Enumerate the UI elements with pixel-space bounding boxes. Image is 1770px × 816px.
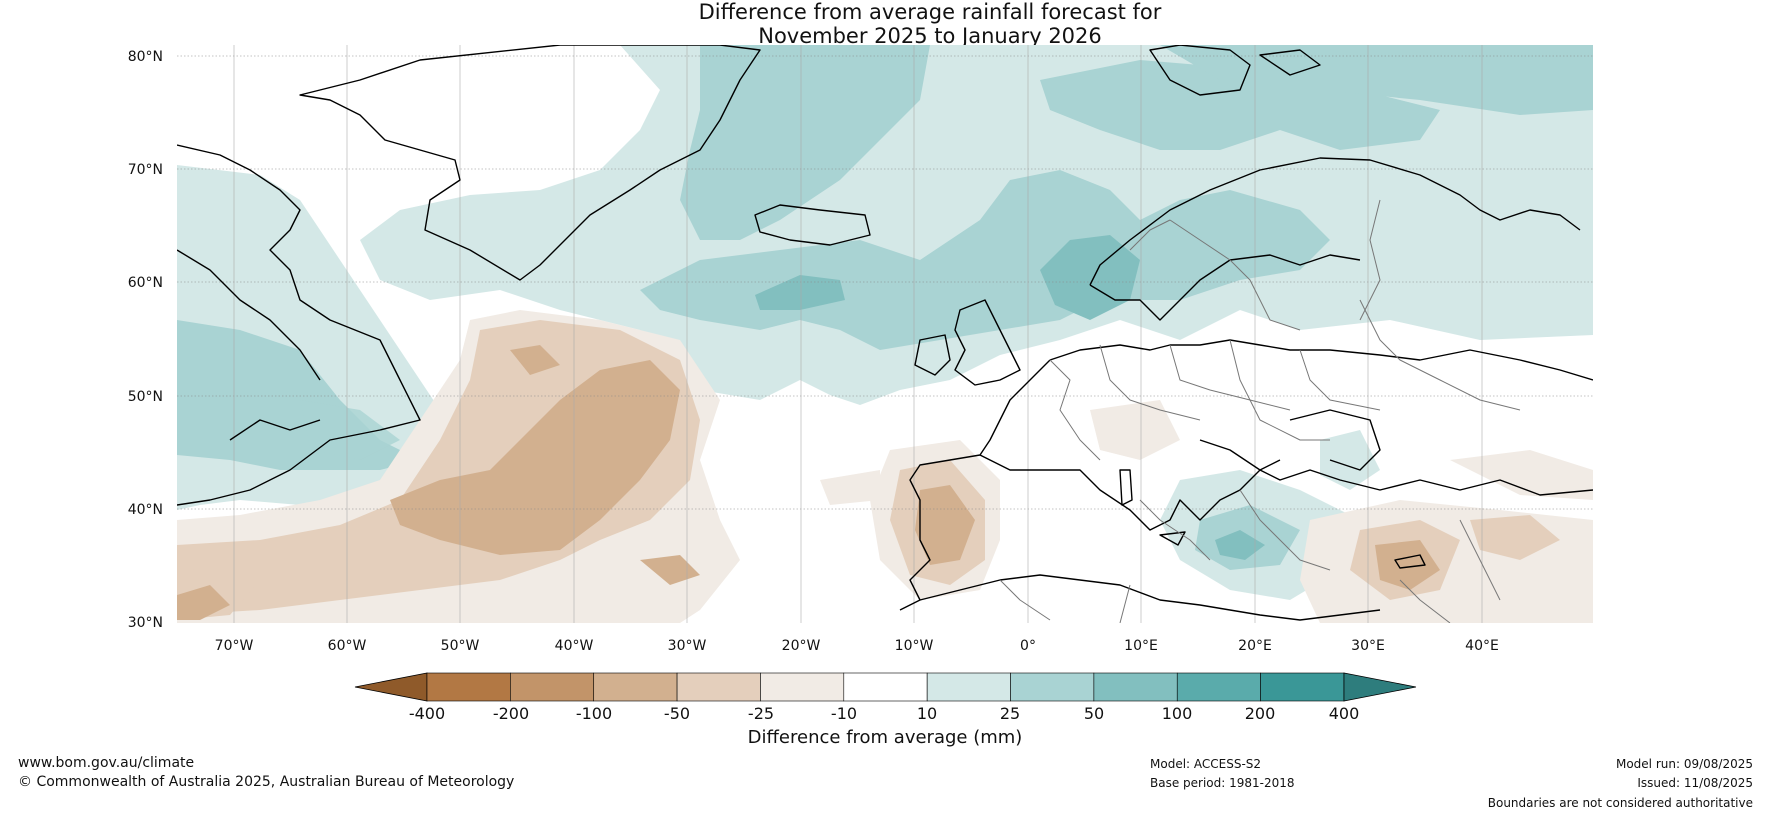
colorbar-swatch	[1260, 672, 1345, 702]
website-link[interactable]: www.bom.gov.au/climate	[18, 755, 195, 771]
copyright-text: © Commonwealth of Australia 2025, Austra…	[18, 774, 515, 790]
colorbar-tick: 400	[1329, 704, 1360, 723]
lat-label: 60°N	[128, 275, 163, 291]
colorbar-ticks: -400 -200 -100 -50 -25 -10 10 25 50 100 …	[409, 704, 1359, 723]
wet-anomaly-layer	[177, 45, 1593, 623]
map-title-line1: Difference from average rainfall forecas…	[698, 0, 1162, 24]
colorbar-swatch	[676, 672, 761, 702]
map-title-line2: November 2025 to January 2026	[758, 24, 1102, 48]
colorbar-tick: -400	[409, 704, 445, 723]
lon-label: 70°W	[215, 638, 254, 654]
colorbar-swatch	[926, 672, 1011, 702]
colorbar-tick: -10	[831, 704, 857, 723]
colorbar-swatch	[426, 672, 511, 702]
issued-date: Issued: 11/08/2025	[1637, 776, 1753, 790]
colorbar-tick: 100	[1162, 704, 1193, 723]
colorbar-tick: -200	[493, 704, 529, 723]
lat-label: 80°N	[128, 49, 163, 65]
colorbar-arrow-low	[354, 672, 428, 702]
colorbar-tick: 25	[1000, 704, 1020, 723]
map-area	[177, 45, 1593, 623]
dry-anomaly-layer	[177, 310, 1593, 623]
base-period: Base period: 1981-2018	[1150, 776, 1295, 790]
lon-label: 40°W	[555, 638, 594, 654]
colorbar-swatch	[1176, 672, 1261, 702]
lat-axis: 80°N 70°N 60°N 50°N 40°N 30°N	[128, 49, 163, 631]
lon-label: 50°W	[441, 638, 480, 654]
colorbar-swatch	[1093, 672, 1178, 702]
meridians	[233, 45, 1483, 623]
lon-label: 20°E	[1238, 638, 1272, 654]
colorbar-swatch	[593, 672, 678, 702]
colorbar-title: Difference from average (mm)	[747, 727, 1023, 748]
coastlines	[177, 45, 1593, 621]
colorbar-tick: -25	[748, 704, 774, 723]
lon-label: 30°W	[668, 638, 707, 654]
lon-label: 10°E	[1124, 638, 1158, 654]
colorbar-tick: 10	[917, 704, 937, 723]
model-name: Model: ACCESS-S2	[1150, 757, 1262, 771]
lat-label: 50°N	[128, 389, 163, 405]
map-title: Difference from average rainfall forecas…	[0, 0, 1770, 48]
lon-label: 40°E	[1465, 638, 1499, 654]
colorbar-swatch	[510, 672, 595, 702]
colorbar-arrow-high	[1343, 672, 1417, 702]
lat-label: 40°N	[128, 502, 163, 518]
lon-label: 30°E	[1351, 638, 1385, 654]
colorbar-swatch	[843, 672, 928, 702]
lon-axis: 70°W 60°W 50°W 40°W 30°W 20°W 10°W 0° 10…	[215, 638, 1499, 654]
colorbar-swatch	[1010, 672, 1095, 702]
colorbar-tick: -50	[664, 704, 690, 723]
colorbar-tick: 200	[1245, 704, 1276, 723]
country-borders	[999, 199, 1521, 623]
lon-label: 60°W	[328, 638, 367, 654]
lat-label: 70°N	[128, 162, 163, 178]
lon-label: 10°W	[895, 638, 934, 654]
colorbar-tick: -100	[576, 704, 612, 723]
graticule	[177, 55, 1593, 510]
model-run-date: Model run: 09/08/2025	[1615, 757, 1753, 771]
colorbar-tick: 50	[1084, 704, 1104, 723]
colorbar-swatches	[354, 672, 1417, 702]
lon-label: 20°W	[782, 638, 821, 654]
boundaries-disclaimer: Boundaries are not considered authoritat…	[1487, 796, 1753, 810]
lat-label: 30°N	[128, 615, 163, 631]
lon-label: 0°	[1020, 638, 1036, 654]
colorbar: -400 -200 -100 -50 -25 -10 10 25 50 100 …	[354, 672, 1417, 723]
colorbar-swatch	[760, 672, 845, 702]
